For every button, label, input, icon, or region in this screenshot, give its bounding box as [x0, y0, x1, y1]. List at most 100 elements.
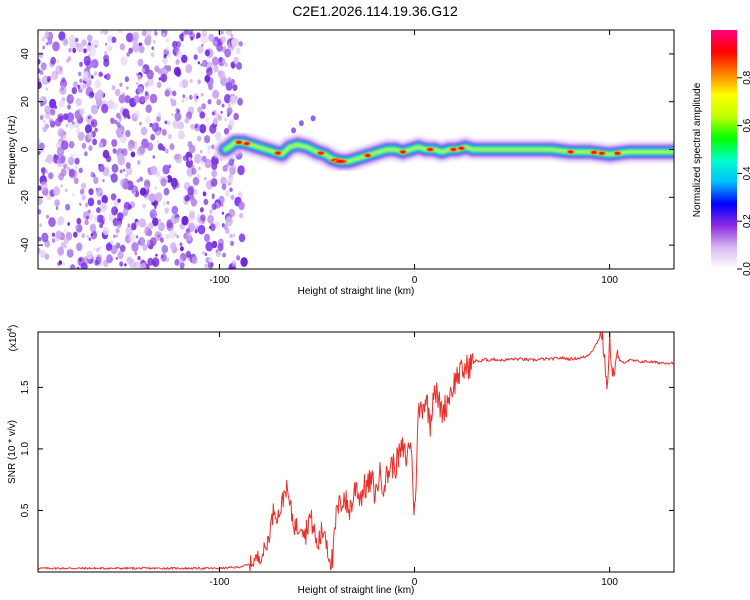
noise-blob — [69, 264, 76, 269]
noise-blob — [62, 38, 69, 46]
noise-blob — [235, 47, 241, 55]
noise-blob — [94, 259, 99, 266]
spectrogram-y-tick-label: 0 — [20, 146, 31, 152]
noise-blob — [103, 30, 109, 35]
noise-blob — [64, 228, 68, 234]
noise-blob — [197, 61, 201, 65]
noise-blob — [69, 169, 75, 177]
noise-blob — [231, 38, 238, 47]
noise-blob — [214, 131, 222, 141]
noise-blob — [201, 155, 207, 163]
noise-blob — [44, 105, 52, 115]
noise-blob — [119, 43, 126, 51]
noise-blob — [59, 85, 67, 95]
noise-blob — [191, 167, 197, 175]
noise-blob — [236, 61, 242, 70]
hotspot-core — [614, 151, 620, 155]
noise-blob — [141, 68, 145, 73]
noise-blob — [224, 94, 231, 104]
noise-blob — [224, 62, 228, 67]
noise-blob — [142, 203, 147, 209]
noise-blob — [197, 45, 204, 54]
noise-blob — [98, 142, 104, 149]
noise-blob — [197, 106, 203, 114]
noise-blob — [217, 243, 224, 252]
noise-blob — [211, 193, 215, 198]
noise-blob — [211, 162, 218, 171]
noise-blob — [167, 133, 172, 140]
noise-blob — [218, 70, 226, 80]
noise-blob — [105, 242, 113, 252]
noise-blob — [201, 251, 205, 255]
snr-y-label: SNR (10 * v/v) — [7, 420, 18, 484]
noise-blob — [125, 86, 129, 90]
noise-blob — [229, 187, 233, 192]
noise-blob — [178, 121, 184, 130]
noise-blob — [174, 112, 182, 122]
noise-blob — [126, 166, 133, 176]
noise-blob — [197, 79, 201, 85]
noise-blob — [169, 142, 175, 151]
noise-blob — [125, 162, 131, 169]
noise-blob — [132, 31, 140, 41]
noise-blob — [150, 133, 156, 141]
noise-blob — [139, 145, 146, 154]
signal-ridge — [214, 131, 674, 173]
noise-blob — [57, 128, 65, 138]
noise-blob — [198, 166, 201, 171]
hotspot-core — [451, 148, 457, 151]
noise-blob — [113, 234, 116, 238]
noise-blob — [103, 51, 108, 56]
noise-blob — [92, 138, 98, 146]
noise-blob — [128, 47, 133, 54]
noise-blob — [146, 69, 154, 80]
noise-blob — [163, 187, 170, 196]
noise-blob — [119, 82, 123, 87]
noise-blob — [101, 194, 108, 204]
ridge-fragment — [310, 115, 316, 122]
hotspot-core — [458, 146, 464, 150]
noise-blob — [137, 74, 142, 81]
noise-blob — [211, 240, 218, 249]
noise-blob — [237, 165, 245, 176]
noise-blob — [120, 56, 128, 66]
noise-blob — [40, 181, 48, 191]
noise-blob — [233, 56, 239, 65]
noise-blob — [211, 144, 215, 150]
hotspot-core — [568, 150, 574, 154]
noise-blob — [79, 188, 85, 195]
noise-blob — [98, 246, 101, 250]
hotspot-core — [236, 140, 242, 144]
noise-blob — [163, 54, 167, 59]
noise-blob — [65, 124, 69, 128]
noise-blob — [226, 162, 230, 167]
noise-blob — [136, 82, 139, 85]
noise-blob — [86, 215, 89, 220]
noise-blob — [166, 65, 172, 72]
snr-y-multiplier-exp: 4 — [7, 328, 14, 332]
noise-blob — [184, 117, 190, 124]
noise-blob — [161, 129, 167, 136]
noise-blob — [199, 150, 203, 154]
noise-blob — [204, 263, 208, 269]
noise-blob — [161, 244, 169, 254]
noise-blob — [117, 30, 123, 34]
noise-blob — [162, 57, 168, 65]
noise-blob — [125, 225, 133, 236]
noise-blob — [166, 201, 170, 205]
noise-blob — [151, 46, 154, 50]
noise-blob — [110, 240, 114, 245]
noise-blob — [111, 206, 119, 216]
noise-blob — [150, 237, 157, 246]
noise-blob — [158, 128, 161, 132]
noise-blob — [157, 234, 160, 238]
noise-blob — [200, 160, 204, 165]
noise-blob — [230, 78, 235, 85]
noise-blob — [79, 61, 83, 67]
colorbar: 0.0 0.2 0.4 0.6 0.8 Normalized spectral ampl… — [692, 30, 750, 276]
noise-blob — [80, 262, 88, 269]
noise-blob — [40, 103, 43, 107]
noise-blob — [71, 87, 78, 95]
noise-blob — [97, 214, 104, 223]
noise-blob — [177, 109, 180, 113]
